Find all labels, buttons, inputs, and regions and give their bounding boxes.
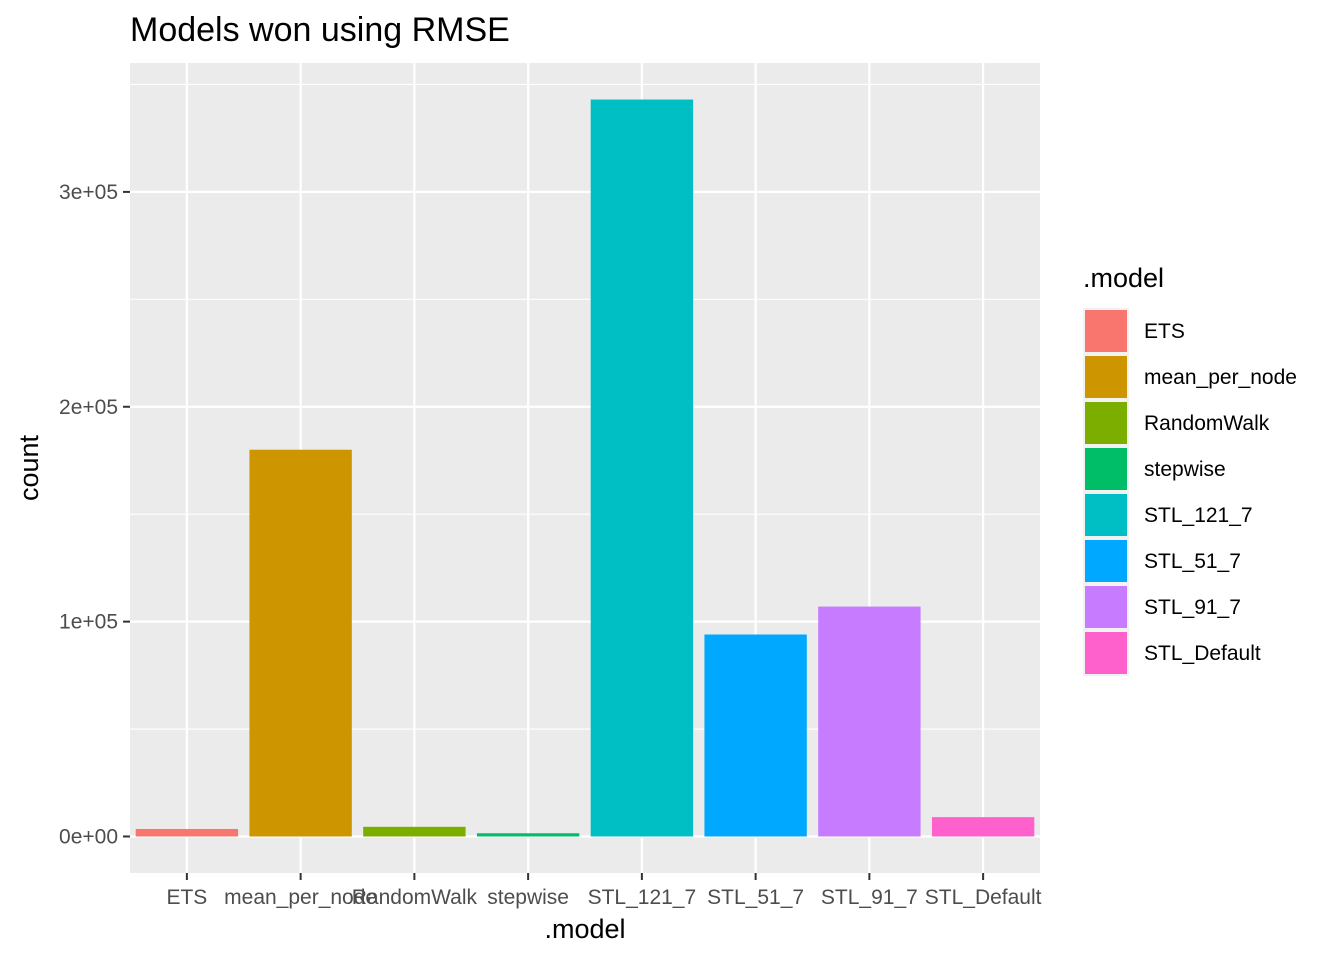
bar-RandomWalk — [363, 826, 466, 837]
bar-mean_per_node — [249, 449, 352, 837]
legend-label-RandomWalk: RandomWalk — [1144, 412, 1270, 435]
x-tick-label: RandomWalk — [352, 886, 478, 909]
x-tick-label: STL_121_7 — [588, 886, 697, 909]
legend-swatch-stepwise — [1085, 448, 1127, 490]
y-axis-title: count — [14, 434, 44, 501]
x-tick-label: STL_Default — [925, 886, 1042, 909]
y-tick-label: 3e+05 — [59, 181, 118, 204]
y-tick-label: 1e+05 — [59, 611, 118, 634]
y-axis: 0e+00 1e+05 2e+05 3e+05 — [59, 181, 130, 848]
bars — [135, 99, 1035, 837]
bar-stepwise — [476, 833, 580, 837]
x-axis-title: .model — [544, 914, 625, 944]
bar-ETS — [135, 828, 239, 837]
legend-label-mean_per_node: mean_per_node — [1144, 366, 1297, 389]
legend-swatch-STL_Default — [1085, 632, 1127, 674]
bar-STL_51_7 — [704, 634, 807, 837]
legend-swatch-STL_91_7 — [1085, 586, 1127, 628]
legend-label-ETS: ETS — [1144, 320, 1185, 343]
x-tick-label: STL_51_7 — [707, 886, 804, 909]
legend: .model ETS mean_per_node RandomWalk stepwis… — [1083, 263, 1297, 676]
legend-swatch-mean_per_node — [1085, 356, 1127, 398]
y-tick-label: 0e+00 — [59, 825, 118, 848]
x-tick-label: ETS — [166, 886, 207, 909]
bar-STL_Default — [931, 817, 1035, 837]
legend-label-STL_Default: STL_Default — [1144, 642, 1261, 665]
x-tick-label: stepwise — [487, 886, 569, 909]
x-tick-label: STL_91_7 — [821, 886, 918, 909]
legend-swatch-STL_121_7 — [1085, 494, 1127, 536]
legend-swatch-ETS — [1085, 310, 1127, 352]
x-tick-label: mean_per_node — [224, 886, 377, 909]
legend-label-STL_91_7: STL_91_7 — [1144, 596, 1241, 619]
legend-label-stepwise: stepwise — [1144, 458, 1226, 481]
legend-swatch-STL_51_7 — [1085, 540, 1127, 582]
bar-STL_121_7 — [590, 99, 694, 837]
y-tick-label: 2e+05 — [59, 396, 118, 419]
legend-swatch-RandomWalk — [1085, 402, 1127, 444]
legend-title: .model — [1083, 263, 1164, 293]
chart-title: Models won using RMSE — [130, 11, 510, 49]
legend-label-STL_51_7: STL_51_7 — [1144, 550, 1241, 573]
bar-STL_91_7 — [818, 606, 921, 837]
legend-label-STL_121_7: STL_121_7 — [1144, 504, 1253, 527]
